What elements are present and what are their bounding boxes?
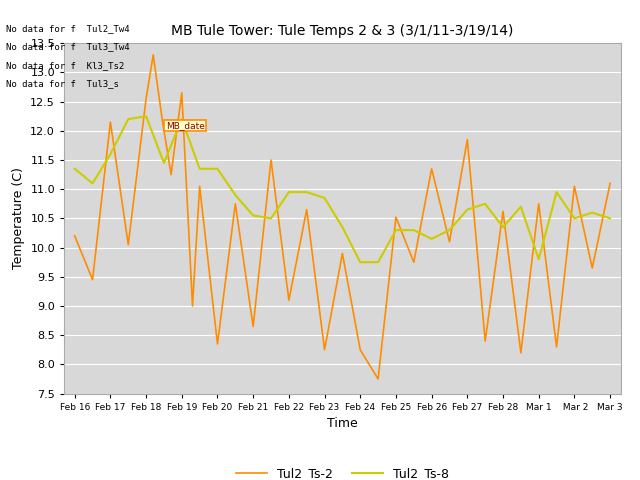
Tul2_Ts-2 (214, 341, 221, 347)
Tul2_Ts-2 (588, 265, 596, 271)
Tul2_Ts-8 (303, 189, 310, 195)
Tul2_Ts-2 (250, 324, 257, 329)
Tul2_Ts-2 (106, 119, 114, 125)
Tul2_Ts-2 (142, 96, 150, 102)
Tul2_Ts-8 (196, 166, 204, 172)
Tul2_Ts-8 (374, 259, 382, 265)
Tul2_Ts-8 (553, 189, 561, 195)
Tul2_Ts-2 (428, 166, 435, 172)
Tul2_Ts-2 (71, 233, 79, 239)
Tul2_Ts-2 (124, 242, 132, 248)
Tul2_Ts-2 (339, 251, 346, 256)
Tul2_Ts-8 (392, 227, 400, 233)
Text: MB_date: MB_date (166, 121, 205, 130)
Tul2_Ts-2 (481, 338, 489, 344)
Tul2_Ts-2 (167, 172, 175, 178)
Tul2_Ts-2 (445, 239, 453, 245)
Text: No data for f  Kl3_Ts2: No data for f Kl3_Ts2 (6, 60, 125, 70)
Tul2_Ts-2 (570, 183, 578, 189)
Tul2_Ts-8 (232, 192, 239, 198)
Tul2_Ts-2 (89, 277, 97, 283)
Tul2_Ts-2 (553, 344, 561, 350)
Tul2_Ts-2 (158, 116, 166, 122)
Text: No data for f  Tul3_s: No data for f Tul3_s (6, 79, 119, 88)
Tul2_Ts-2 (463, 137, 471, 143)
Tul2_Ts-2 (285, 297, 292, 303)
Text: No data for f  Tul2_Tw4: No data for f Tul2_Tw4 (6, 24, 130, 33)
Line: Tul2_Ts-2: Tul2_Ts-2 (75, 55, 610, 379)
Tul2_Ts-8 (124, 116, 132, 122)
Tul2_Ts-8 (410, 227, 418, 233)
Tul2_Ts-2 (232, 201, 239, 207)
Tul2_Ts-8 (570, 216, 578, 221)
Y-axis label: Temperature (C): Temperature (C) (12, 168, 25, 269)
Title: MB Tule Tower: Tule Temps 2 & 3 (3/1/11-3/19/14): MB Tule Tower: Tule Temps 2 & 3 (3/1/11-… (172, 24, 513, 38)
Tul2_Ts-8 (71, 166, 79, 172)
Tul2_Ts-8 (214, 166, 221, 172)
Tul2_Ts-8 (428, 236, 435, 242)
Tul2_Ts-8 (250, 213, 257, 218)
Tul2_Ts-8 (160, 160, 168, 166)
Tul2_Ts-2 (356, 347, 364, 353)
Tul2_Ts-8 (106, 151, 114, 157)
Tul2_Ts-8 (356, 259, 364, 265)
Tul2_Ts-2 (535, 201, 543, 207)
Tul2_Ts-2 (189, 303, 196, 309)
Tul2_Ts-8 (445, 227, 453, 233)
Tul2_Ts-8 (535, 256, 543, 262)
Tul2_Ts-8 (142, 113, 150, 119)
Tul2_Ts-2 (392, 215, 400, 220)
Tul2_Ts-8 (321, 195, 328, 201)
Tul2_Ts-8 (606, 216, 614, 221)
Tul2_Ts-2 (499, 208, 507, 214)
Tul2_Ts-8 (499, 224, 507, 230)
Tul2_Ts-2 (606, 180, 614, 186)
Tul2_Ts-2 (410, 259, 418, 265)
Tul2_Ts-8 (481, 201, 489, 207)
Tul2_Ts-8 (517, 204, 525, 210)
Tul2_Ts-2 (196, 183, 204, 189)
Tul2_Ts-2 (517, 350, 525, 356)
Tul2_Ts-8 (89, 180, 97, 186)
Tul2_Ts-8 (463, 207, 471, 213)
Tul2_Ts-2 (267, 157, 275, 163)
Text: No data for f  Tul3_Tw4: No data for f Tul3_Tw4 (6, 42, 130, 51)
Tul2_Ts-8 (267, 216, 275, 221)
Legend: Tul2_Ts-2, Tul2_Ts-8: Tul2_Ts-2, Tul2_Ts-8 (231, 462, 454, 480)
Tul2_Ts-2 (149, 52, 157, 58)
Line: Tul2_Ts-8: Tul2_Ts-8 (75, 116, 610, 262)
Tul2_Ts-2 (374, 376, 382, 382)
X-axis label: Time: Time (327, 417, 358, 430)
Tul2_Ts-2 (303, 207, 310, 213)
Tul2_Ts-8 (178, 116, 186, 122)
Tul2_Ts-2 (321, 347, 328, 353)
Tul2_Ts-8 (588, 210, 596, 216)
Tul2_Ts-8 (285, 189, 292, 195)
Tul2_Ts-2 (178, 90, 186, 96)
Tul2_Ts-8 (339, 224, 346, 230)
